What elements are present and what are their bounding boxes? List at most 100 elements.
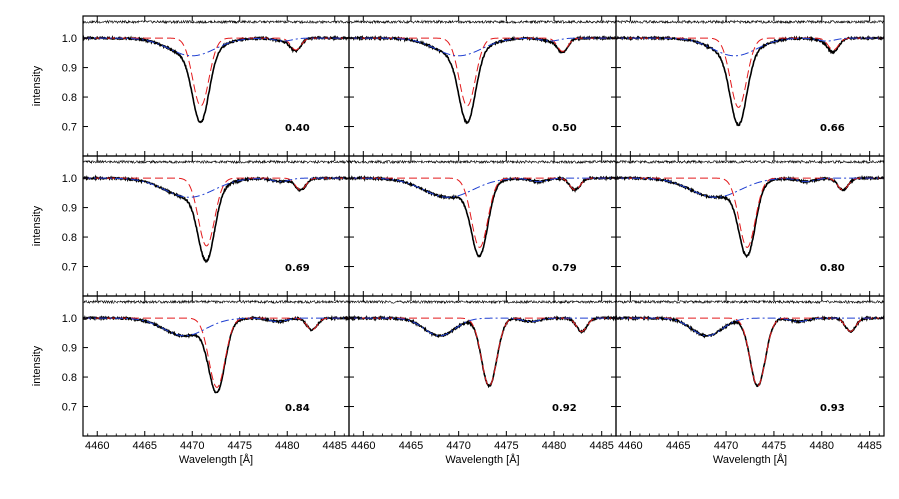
y-tick-label: 0.9 bbox=[62, 63, 77, 75]
panel-9-observed-line bbox=[616, 314, 884, 388]
panel-5-residual-line bbox=[349, 159, 616, 165]
panel-2-observed-line bbox=[349, 35, 616, 125]
panel-1-component-1-line bbox=[83, 37, 349, 107]
panel-5-frame bbox=[348, 155, 617, 297]
x-tick-label: 4470 bbox=[180, 440, 204, 452]
panel-6-component-1-line bbox=[616, 177, 884, 248]
x-tick-label: 4480 bbox=[275, 440, 299, 452]
panel-6-plot-area bbox=[616, 159, 884, 259]
panel-5: 0.79 bbox=[348, 155, 617, 297]
x-tick-label: 4485 bbox=[589, 440, 613, 452]
y-tick-label: 0.8 bbox=[62, 372, 77, 384]
y-axis-title-row-2: intensity bbox=[31, 205, 43, 246]
x-tick-label: 4465 bbox=[666, 440, 690, 452]
panel-2-model-line bbox=[349, 36, 616, 124]
x-axis-title-col-2: Wavelength [Å] bbox=[445, 453, 519, 466]
panel-2-component-2-line bbox=[349, 37, 616, 57]
panel-6-residual-line bbox=[616, 159, 884, 165]
panel-5-phase-label: 0.79 bbox=[552, 263, 577, 274]
panel-3-observed-line bbox=[616, 34, 884, 127]
y-axis-title-row-3: intensity bbox=[31, 345, 43, 386]
panel-3-phase-label: 0.66 bbox=[820, 123, 845, 134]
panel-7-phase-label: 0.84 bbox=[285, 403, 310, 414]
panel-7: 0.7 0.8 0.9 1.0 4460 4465 4470 4475 4480 4485 0.84 bbox=[62, 295, 350, 452]
panel-8-observed-line bbox=[349, 314, 616, 389]
panel-4-observed-line bbox=[83, 174, 349, 264]
panel-2-component-1-line bbox=[349, 37, 616, 107]
panel-5-plot-area bbox=[349, 159, 616, 258]
y-tick-label: 0.9 bbox=[62, 203, 77, 215]
panel-2-phase-label: 0.50 bbox=[552, 123, 577, 134]
y-tick-label: 0.8 bbox=[62, 92, 77, 104]
panel-6-frame bbox=[615, 155, 885, 297]
panel-4-component-2-line bbox=[83, 177, 349, 198]
x-axis-title-col-1: Wavelength [Å] bbox=[179, 453, 253, 466]
panel-1: 0.7 0.8 0.9 1.0 0.40 bbox=[62, 15, 350, 157]
panel-1-residual-line bbox=[83, 19, 349, 25]
x-tick-label: 4485 bbox=[323, 440, 347, 452]
panel-9-phase-label: 0.93 bbox=[820, 403, 845, 414]
panel-8-component-1-line bbox=[349, 317, 616, 387]
panel-3: 0.66 bbox=[615, 15, 885, 157]
y-tick-label: 0.7 bbox=[62, 122, 77, 134]
x-tick-label: 4485 bbox=[857, 440, 881, 452]
panel-1-observed-line bbox=[83, 34, 349, 124]
panel-5-component-1-line bbox=[349, 177, 616, 248]
panel-1-model-line bbox=[83, 35, 349, 123]
x-tick-label: 4460 bbox=[85, 440, 109, 452]
panel-9: 4460 4465 4470 4475 4480 4485 0.93 bbox=[615, 295, 885, 452]
panel-4-phase-label: 0.69 bbox=[285, 263, 310, 274]
panel-8-phase-label: 0.92 bbox=[552, 403, 577, 414]
y-tick-label: 0.7 bbox=[62, 262, 77, 274]
panel-3-residual-line bbox=[616, 19, 884, 25]
panel-7-component-1-line bbox=[83, 317, 349, 388]
x-tick-label: 4475 bbox=[494, 440, 518, 452]
panel-1-phase-label: 0.40 bbox=[285, 123, 310, 134]
panel-5-component-2-line bbox=[349, 177, 616, 198]
panel-6-component-2-line bbox=[616, 177, 884, 198]
x-tick-label: 4480 bbox=[542, 440, 566, 452]
y-tick-label: 0.8 bbox=[62, 232, 77, 244]
panel-9-component-2-line bbox=[616, 317, 884, 337]
panel-9-component-1-line bbox=[616, 317, 884, 387]
x-tick-label: 4475 bbox=[228, 440, 252, 452]
panel-1-plot-area bbox=[83, 19, 349, 124]
panel-2-plot-area bbox=[349, 19, 616, 125]
x-axis-title-col-3: Wavelength [Å] bbox=[713, 453, 787, 466]
panel-8-plot-area bbox=[349, 299, 616, 389]
x-tick-label: 4470 bbox=[714, 440, 738, 452]
panel-2: 0.50 bbox=[348, 15, 617, 157]
panel-3-plot-area bbox=[616, 19, 884, 127]
panel-7-plot-area bbox=[83, 299, 349, 394]
panel-6-observed-line bbox=[616, 174, 884, 259]
panel-4-residual-line bbox=[83, 159, 349, 165]
axis-labels: intensity intensity intensity Wavelength… bbox=[31, 65, 787, 466]
panel-8-model-line bbox=[349, 316, 616, 388]
panel-9-frame bbox=[615, 295, 885, 437]
panel-1-frame bbox=[82, 15, 350, 157]
y-tick-label: 0.7 bbox=[62, 402, 77, 414]
panel-6: 0.80 bbox=[615, 155, 885, 297]
panel-9-plot-area bbox=[616, 299, 884, 388]
panel-2-residual-line bbox=[349, 19, 616, 25]
panel-9-residual-line bbox=[616, 299, 884, 305]
panel-8-component-2-line bbox=[349, 317, 616, 337]
x-tick-label: 4460 bbox=[351, 440, 375, 452]
x-tick-label: 4465 bbox=[399, 440, 423, 452]
y-tick-label: 1.0 bbox=[62, 313, 77, 325]
panel-3-model-line bbox=[616, 36, 884, 126]
panel-3-component-1-line bbox=[616, 37, 884, 108]
panel-6-phase-label: 0.80 bbox=[820, 263, 845, 274]
panel-3-component-2-line bbox=[616, 37, 884, 57]
y-axis-title-row-1: intensity bbox=[31, 65, 43, 106]
x-tick-label: 4470 bbox=[446, 440, 470, 452]
panel-5-observed-line bbox=[349, 175, 616, 258]
y-tick-label: 1.0 bbox=[62, 173, 77, 185]
panel-8: 4460 4465 4470 4475 4480 4485 0.92 bbox=[348, 295, 617, 452]
panel-7-component-2-line bbox=[83, 317, 349, 337]
x-tick-label: 4480 bbox=[810, 440, 834, 452]
x-tick-label: 4475 bbox=[762, 440, 786, 452]
x-tick-label: 4460 bbox=[618, 440, 642, 452]
panel-9-model-line bbox=[616, 315, 884, 387]
panels-grid: 0.7 0.8 0.9 1.0 0.40 0.50 0.66 0.7 0.8 0.9 1.0 0.69… bbox=[62, 15, 885, 452]
